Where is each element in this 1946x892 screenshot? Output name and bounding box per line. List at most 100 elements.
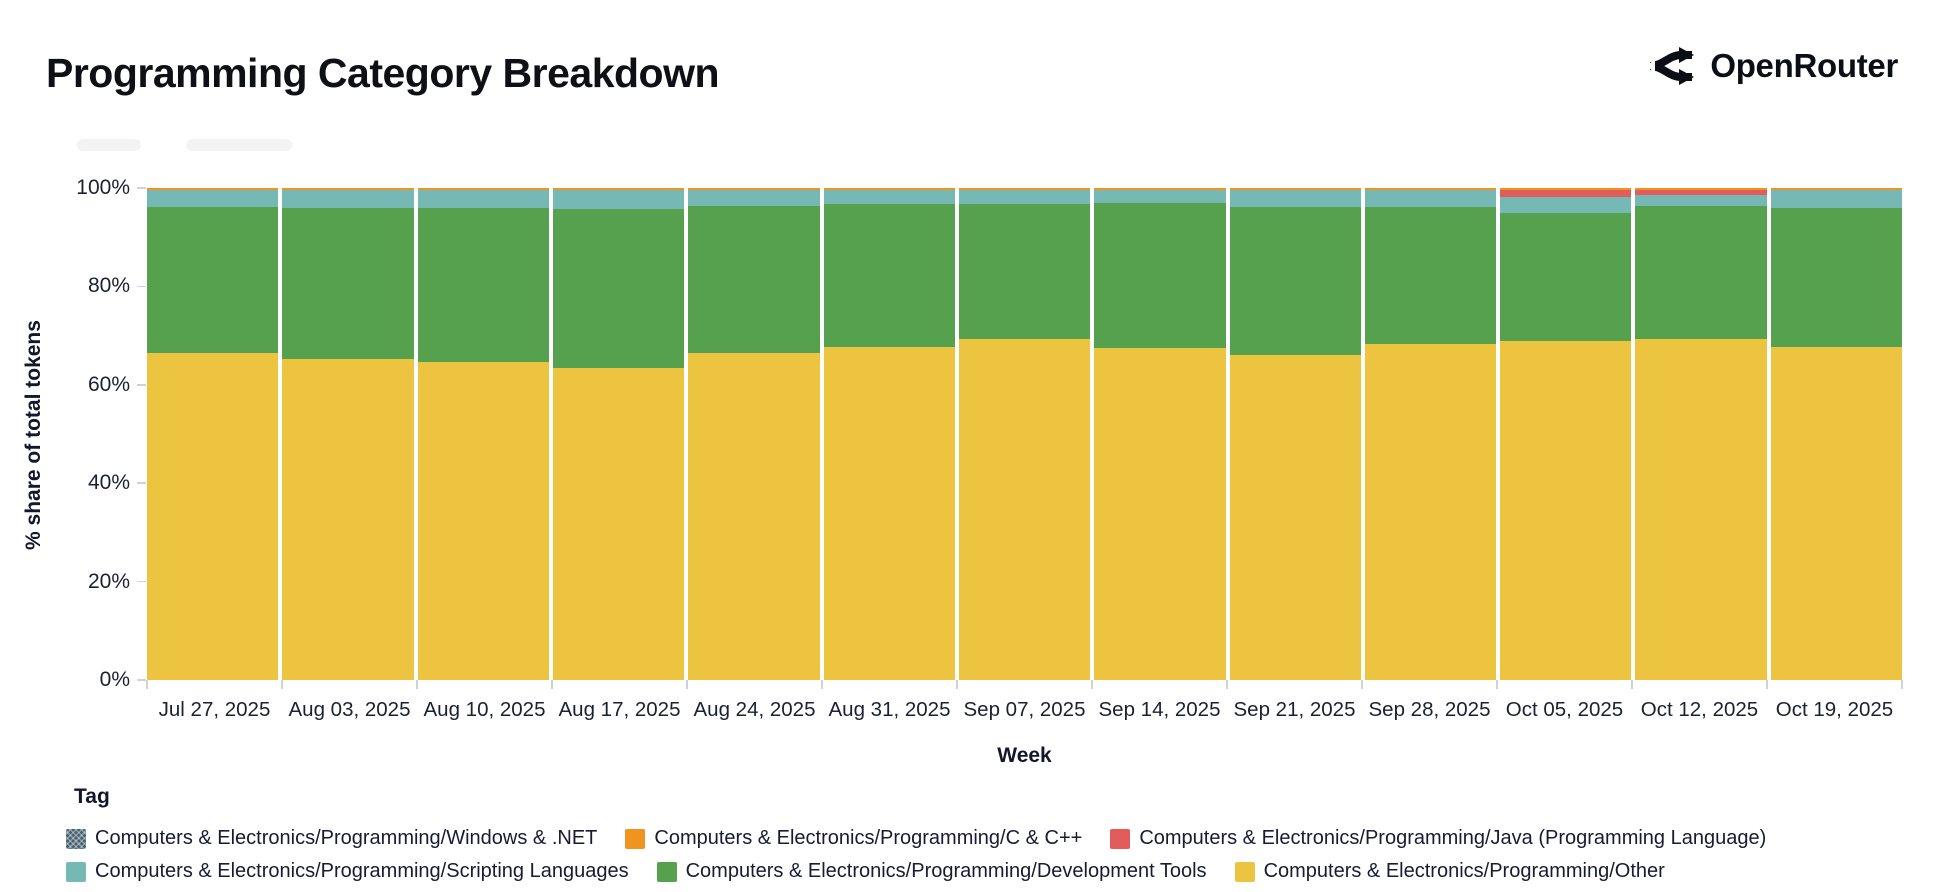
x-tick-mark bbox=[1766, 680, 1768, 689]
bar-segment-c-cpp[interactable] bbox=[1770, 188, 1903, 191]
bar-segment-c-cpp[interactable] bbox=[688, 188, 820, 191]
bar-segment-scripting-languages[interactable] bbox=[552, 190, 685, 210]
x-tick-label: Aug 17, 2025 bbox=[558, 698, 681, 721]
bar-segment-c-cpp[interactable] bbox=[1229, 188, 1361, 191]
stacked-bar bbox=[552, 188, 685, 680]
bar-segment-other[interactable] bbox=[1500, 340, 1632, 680]
legend-label: Computers & Electronics/Programming/C & … bbox=[654, 827, 1083, 849]
bar-segment-other[interactable] bbox=[1094, 347, 1226, 680]
legend-item-development-tools[interactable]: Computers & Electronics/Programming/Deve… bbox=[656, 860, 1207, 883]
legend-row: Computers & Electronics/Programming/Scri… bbox=[66, 860, 1665, 883]
bar-segment-other[interactable] bbox=[1229, 354, 1361, 680]
bar-segment-scripting-languages[interactable] bbox=[823, 190, 955, 205]
legend-swatch-windows-net bbox=[66, 828, 86, 849]
y-tick-mark bbox=[137, 187, 146, 189]
legend-item-scripting-languages[interactable]: Computers & Electronics/Programming/Scri… bbox=[66, 860, 629, 883]
bar-segment-scripting-languages[interactable] bbox=[1635, 194, 1767, 206]
legend-item-other[interactable]: Computers & Electronics/Programming/Othe… bbox=[1234, 860, 1665, 883]
bar-segment-development-tools[interactable] bbox=[823, 204, 955, 347]
bar-segment-c-cpp[interactable] bbox=[417, 188, 549, 191]
legend-item-java[interactable]: Computers & Electronics/Programming/Java… bbox=[1110, 827, 1766, 850]
legend-row: Computers & Electronics/Programming/Wind… bbox=[66, 827, 1766, 850]
stacked-bar bbox=[282, 188, 414, 680]
bar-segment-other[interactable] bbox=[417, 362, 549, 680]
bar-segment-development-tools[interactable] bbox=[1229, 207, 1361, 355]
x-tick-label: Aug 10, 2025 bbox=[423, 698, 546, 721]
legend-label: Computers & Electronics/Programming/Deve… bbox=[685, 860, 1207, 882]
legend-label: Computers & Electronics/Programming/Java… bbox=[1139, 827, 1767, 849]
x-tick-mark bbox=[416, 680, 418, 689]
bar-segment-development-tools[interactable] bbox=[417, 208, 549, 363]
x-tick-mark bbox=[1226, 680, 1228, 689]
bar-segment-scripting-languages[interactable] bbox=[417, 190, 549, 209]
bar-segment-c-cpp[interactable] bbox=[1500, 188, 1632, 191]
x-tick-mark bbox=[1091, 680, 1093, 689]
stacked-bar bbox=[1770, 188, 1903, 680]
bar-segment-other[interactable] bbox=[282, 359, 414, 680]
x-tick-mark bbox=[281, 680, 283, 689]
bar-segment-c-cpp[interactable] bbox=[1094, 188, 1226, 191]
bar-segment-other[interactable] bbox=[552, 368, 685, 680]
bar-segment-scripting-languages[interactable] bbox=[1229, 190, 1361, 208]
bar-segment-scripting-languages[interactable] bbox=[1364, 190, 1497, 208]
x-tick-mark bbox=[956, 680, 958, 689]
x-tick-label: Oct 12, 2025 bbox=[1640, 698, 1759, 721]
bar-segment-scripting-languages[interactable] bbox=[1500, 196, 1632, 213]
bar-segment-other[interactable] bbox=[688, 353, 820, 680]
bar-segment-c-cpp[interactable] bbox=[1635, 188, 1767, 191]
legend-label: Computers & Electronics/Programming/Wind… bbox=[95, 827, 598, 849]
bar-segment-scripting-languages[interactable] bbox=[1094, 190, 1226, 204]
bar-segment-development-tools[interactable] bbox=[552, 209, 685, 369]
bar-segment-java[interactable] bbox=[1500, 190, 1632, 197]
stacked-bar bbox=[688, 188, 820, 680]
x-tick-label: Sep 14, 2025 bbox=[1098, 698, 1221, 721]
legend-swatch-development-tools bbox=[656, 861, 677, 882]
bar-segment-other[interactable] bbox=[823, 346, 955, 680]
bar-segment-scripting-languages[interactable] bbox=[1770, 190, 1903, 208]
legend-title: Tag bbox=[74, 785, 110, 808]
brand: OpenRouter bbox=[1645, 46, 1898, 86]
bar-segment-development-tools[interactable] bbox=[688, 206, 820, 354]
bar-segment-development-tools[interactable] bbox=[958, 204, 1091, 340]
bar-segment-java[interactable] bbox=[1635, 190, 1767, 195]
legend-swatch-other bbox=[1234, 861, 1255, 882]
brand-name: OpenRouter bbox=[1710, 47, 1898, 84]
bar-segment-development-tools[interactable] bbox=[282, 207, 414, 360]
x-tick-mark bbox=[1901, 680, 1903, 689]
bar-segment-other[interactable] bbox=[1635, 338, 1767, 680]
legend-item-windows-net[interactable]: Computers & Electronics/Programming/Wind… bbox=[66, 827, 597, 850]
bar-segment-c-cpp[interactable] bbox=[552, 188, 685, 191]
x-tick-label: Aug 03, 2025 bbox=[288, 698, 411, 721]
legend-swatch-scripting-languages bbox=[66, 861, 86, 882]
legend-item-c-cpp[interactable]: Computers & Electronics/Programming/C & … bbox=[625, 827, 1082, 850]
bar-segment-c-cpp[interactable] bbox=[1364, 188, 1497, 191]
legend-swatch-java bbox=[1110, 828, 1131, 849]
bar-segment-c-cpp[interactable] bbox=[147, 188, 279, 191]
stacked-bar bbox=[1500, 188, 1632, 680]
bar-segment-c-cpp[interactable] bbox=[823, 188, 955, 191]
bar-segment-development-tools[interactable] bbox=[147, 207, 279, 353]
bar-segment-development-tools[interactable] bbox=[1364, 207, 1497, 344]
x-tick-label: Oct 19, 2025 bbox=[1775, 698, 1894, 721]
bar-segment-scripting-languages[interactable] bbox=[958, 190, 1091, 205]
bar-segment-development-tools[interactable] bbox=[1500, 212, 1632, 341]
bar-segment-other[interactable] bbox=[147, 352, 279, 680]
bar-segment-scripting-languages[interactable] bbox=[147, 190, 279, 208]
bar-segment-development-tools[interactable] bbox=[1635, 205, 1767, 339]
stacked-bar bbox=[417, 188, 549, 680]
bar-segment-scripting-languages[interactable] bbox=[688, 190, 820, 207]
y-tick-label: 0% bbox=[99, 668, 130, 691]
bar-segment-c-cpp[interactable] bbox=[958, 188, 1091, 191]
x-axis-title: Week bbox=[997, 744, 1052, 767]
openrouter-logo-icon bbox=[1645, 46, 1695, 86]
x-tick-mark bbox=[1361, 680, 1363, 689]
bar-segment-other[interactable] bbox=[1364, 343, 1497, 680]
bar-segment-development-tools[interactable] bbox=[1094, 203, 1226, 348]
bar-segment-other[interactable] bbox=[1770, 346, 1903, 680]
bar-segment-development-tools[interactable] bbox=[1770, 207, 1903, 347]
bar-segment-scripting-languages[interactable] bbox=[282, 190, 414, 208]
bar-segment-other[interactable] bbox=[958, 339, 1091, 680]
x-tick-label: Sep 07, 2025 bbox=[963, 698, 1086, 721]
bar-segment-c-cpp[interactable] bbox=[282, 188, 414, 191]
